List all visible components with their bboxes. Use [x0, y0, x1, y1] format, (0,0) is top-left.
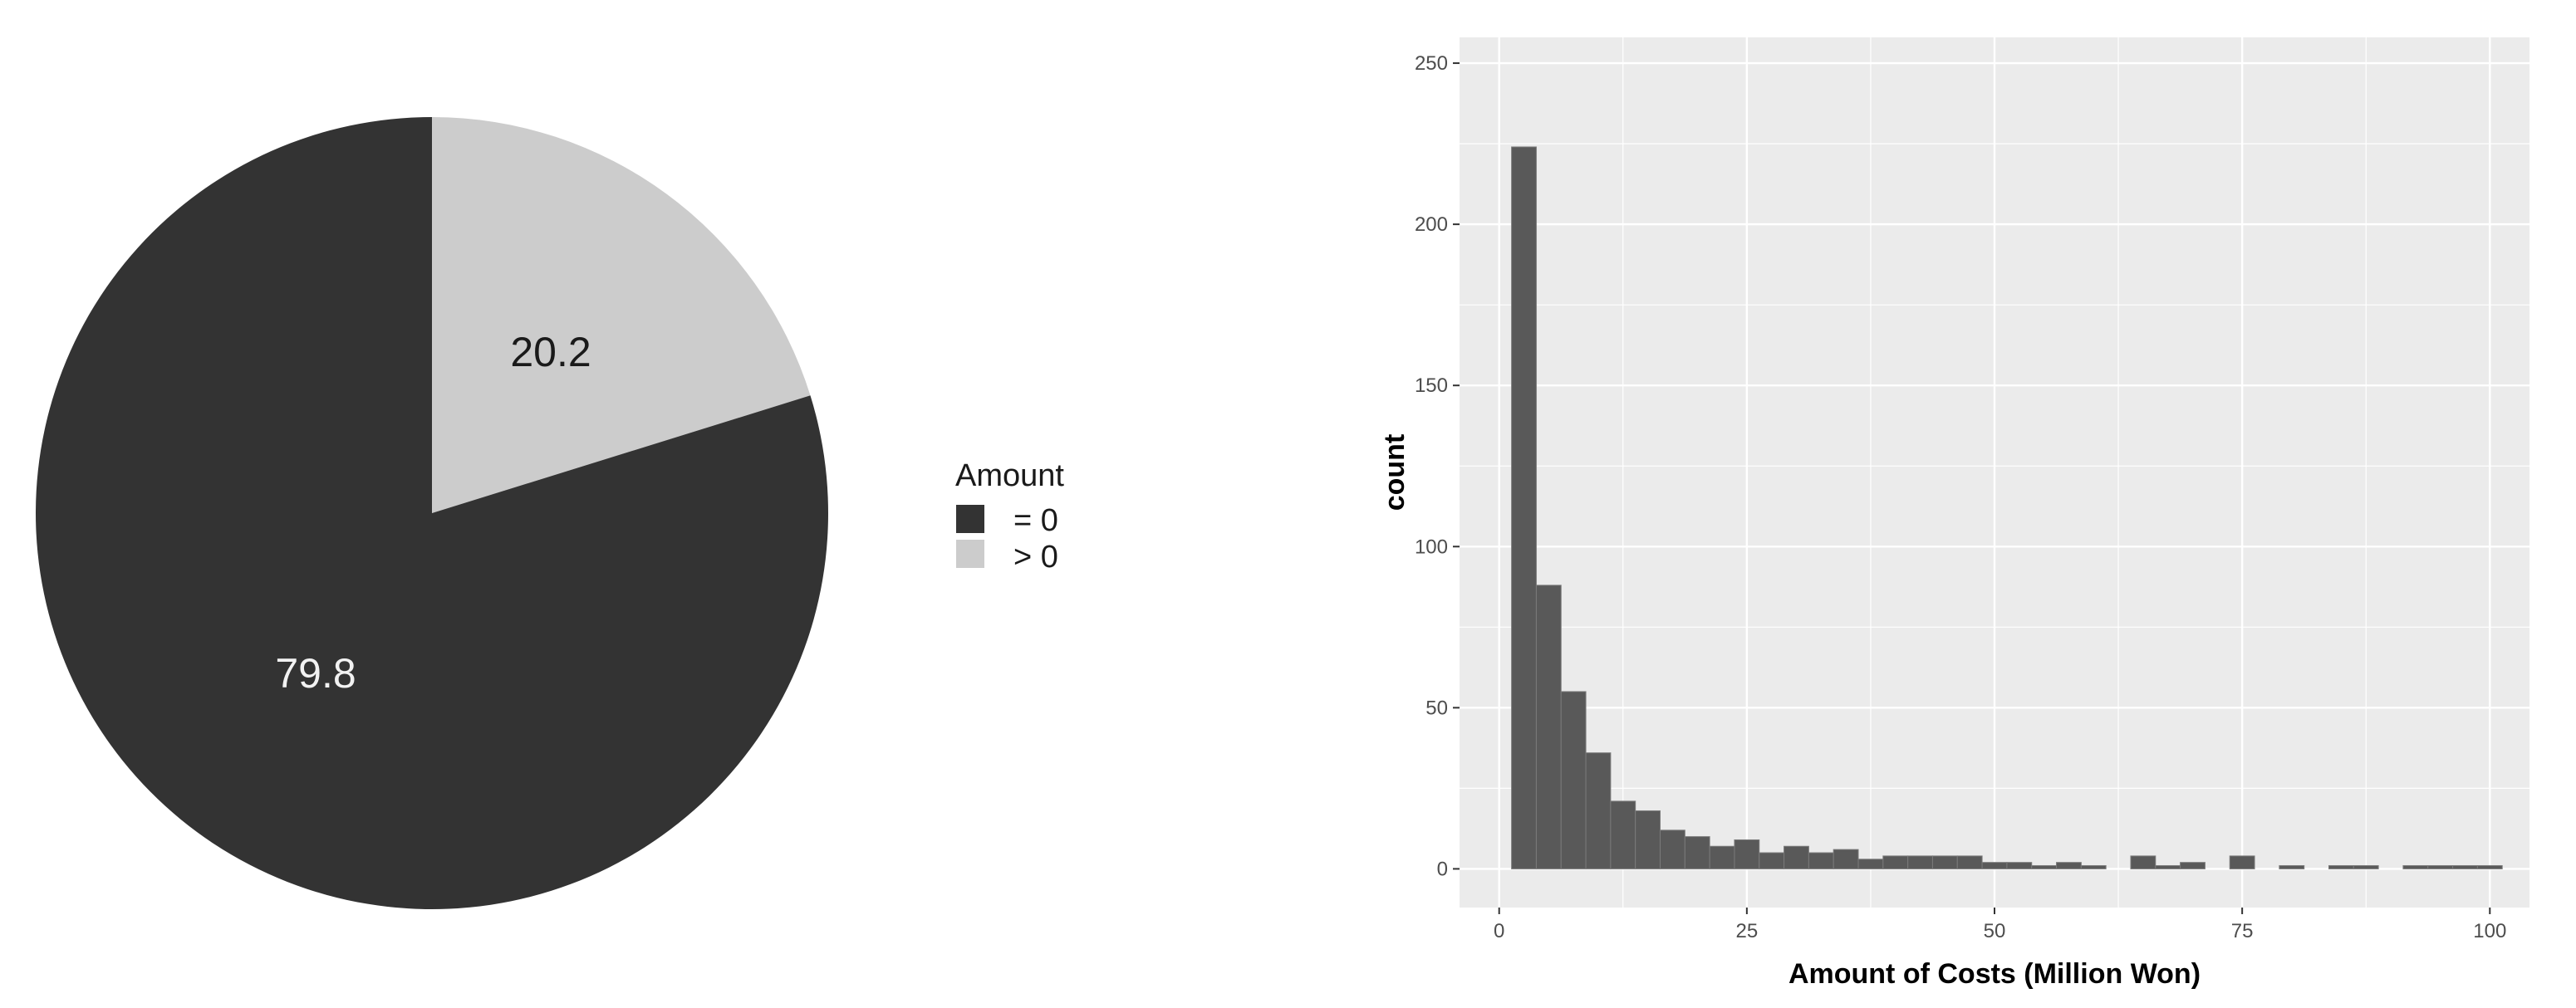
histogram-bars	[1511, 146, 2503, 869]
histogram-bar	[2476, 865, 2503, 869]
legend-key-zero	[956, 505, 984, 533]
histogram-bar	[1759, 852, 1785, 869]
histogram-bar	[1981, 862, 2008, 869]
histogram-bar	[1907, 855, 1933, 869]
histogram-bar	[2427, 865, 2454, 869]
histogram-bar	[1808, 852, 1834, 869]
legend-title: Amount	[955, 458, 1064, 493]
y-tick-label: 50	[1425, 697, 1448, 719]
histogram-bar	[1833, 849, 1859, 869]
y-tick-label: 250	[1415, 52, 1448, 75]
histogram-bar	[2056, 862, 2082, 869]
histogram-bar	[2080, 865, 2107, 869]
pie-chart: 79.8 20.2	[35, 117, 828, 909]
y-tick-label: 200	[1415, 213, 1448, 236]
histogram-bar	[2031, 865, 2058, 869]
legend-label-positive: > 0	[1013, 540, 1058, 575]
x-axis-title: Amount of Costs (Million Won)	[1788, 958, 2201, 990]
histogram-y-ticks: 0 50 100 150 200 250	[1415, 52, 1460, 880]
histogram-x-ticks: 0 25 50 75 100	[1494, 908, 2506, 942]
histogram-bar	[2452, 865, 2478, 869]
histogram-bar	[1931, 855, 1958, 869]
histogram-bar	[1535, 585, 1562, 869]
pie-slices	[35, 117, 828, 909]
x-tick-label: 0	[1494, 920, 1504, 942]
pie-label-positive: 20.2	[510, 329, 591, 375]
x-tick-label: 25	[1736, 920, 1759, 942]
legend-key-positive	[956, 540, 984, 568]
y-tick-label: 100	[1415, 536, 1448, 558]
histogram-bar	[2130, 855, 2156, 869]
histogram-bar	[1660, 829, 1685, 869]
histogram-bar	[1684, 836, 1710, 869]
pie-legend: Amount = 0 > 0	[955, 458, 1064, 575]
histogram-bar	[1709, 845, 1735, 869]
y-tick-label: 0	[1437, 858, 1448, 880]
x-tick-label: 75	[2231, 920, 2254, 942]
x-tick-label: 50	[1984, 920, 2006, 942]
histogram-bar	[2402, 865, 2429, 869]
pie-label-zero: 79.8	[275, 650, 356, 697]
histogram-bar	[1956, 855, 1983, 869]
histogram-bar	[1784, 845, 1809, 869]
histogram-bar	[2180, 862, 2206, 869]
histogram-bar	[1882, 855, 1909, 869]
legend-label-zero: = 0	[1013, 503, 1058, 538]
histogram-bar	[1511, 146, 1537, 869]
histogram-bar	[1560, 691, 1587, 869]
histogram-bar	[2006, 862, 2033, 869]
histogram-bar	[1610, 800, 1636, 869]
y-tick-label: 150	[1415, 374, 1448, 397]
histogram-bar	[2279, 865, 2305, 869]
histogram-bar	[1585, 752, 1612, 869]
pie-slice-positive	[432, 117, 811, 513]
y-axis-title: count	[1379, 434, 1411, 511]
histogram-bar	[2353, 865, 2379, 869]
histogram-bar	[2229, 855, 2255, 869]
histogram-bar	[1857, 859, 1884, 869]
histogram-bar	[1635, 810, 1661, 869]
histogram-bar	[2155, 865, 2181, 869]
x-tick-label: 100	[2473, 920, 2506, 942]
histogram: 0 50 100 150 200 250 0 25 50 75 100 Amount of Cos…	[1379, 37, 2529, 990]
histogram-bar	[2328, 865, 2354, 869]
histogram-bar	[1734, 839, 1760, 869]
pie-slice-zero	[35, 117, 828, 909]
